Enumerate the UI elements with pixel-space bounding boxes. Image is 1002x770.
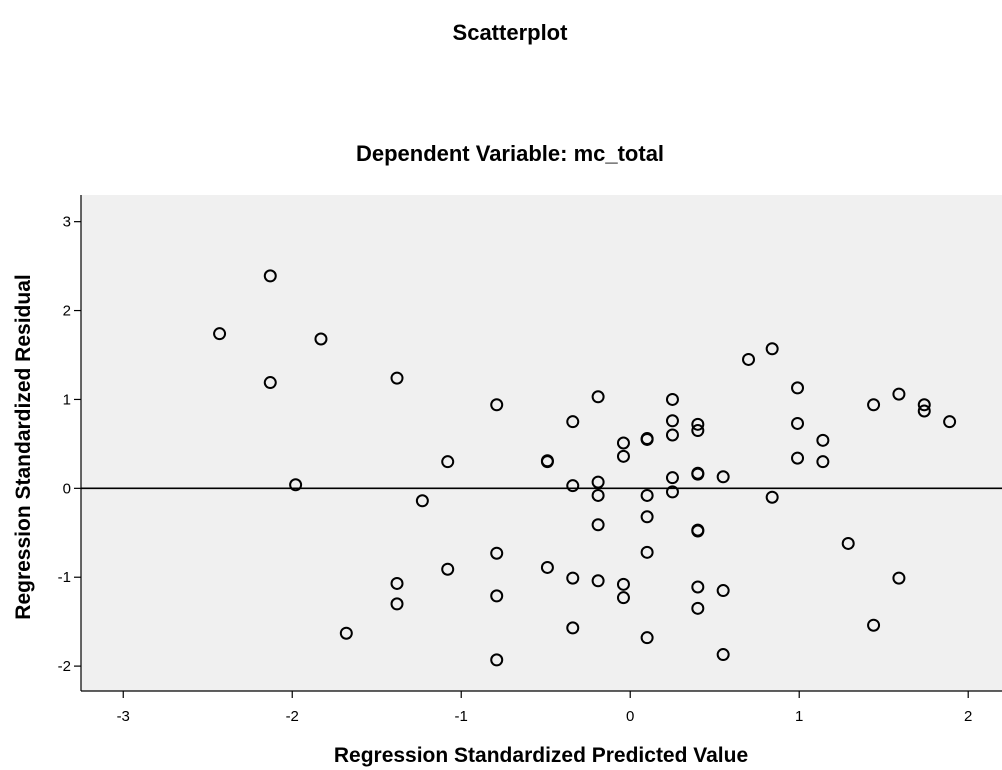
scatter-point [716, 470, 730, 484]
scatter-point [616, 591, 630, 605]
scatter-point [716, 584, 730, 598]
scatter-point [691, 601, 705, 615]
scatter-point [691, 524, 705, 538]
scatter-point [415, 494, 429, 508]
scatter-point [339, 626, 353, 640]
scatter-point [943, 415, 957, 429]
scatter-point [816, 433, 830, 447]
scatter-point [566, 479, 580, 493]
scatter-point [591, 390, 605, 404]
scatter-point [591, 475, 605, 489]
scatter-point [490, 653, 504, 667]
scatter-point [263, 376, 277, 390]
scatter-point [591, 518, 605, 532]
scatter-point [665, 485, 679, 499]
scatter-point [841, 536, 855, 550]
scatter-point [591, 488, 605, 502]
scatter-point [390, 597, 404, 611]
scatter-point [742, 352, 756, 366]
scatter-point [791, 416, 805, 430]
y-tick-label: 3 [63, 214, 71, 231]
scatter-point [892, 387, 906, 401]
y-tick-label: 1 [63, 391, 71, 408]
scatter-point [390, 371, 404, 385]
scatter-point [691, 467, 705, 481]
x-tick-label: -2 [286, 708, 299, 725]
scatter-point [665, 428, 679, 442]
scatter-point [289, 478, 303, 492]
scatter-point [665, 392, 679, 406]
scatter-point [591, 574, 605, 588]
scatter-point [490, 546, 504, 560]
scatter-point [640, 432, 654, 446]
x-axis-ticks: -3 -2 -1 0 1 2 [117, 691, 972, 725]
scatter-point [390, 576, 404, 590]
scatter-point [314, 332, 328, 346]
plot-area [81, 195, 1002, 691]
scatter-point [441, 562, 455, 576]
scatter-point [665, 414, 679, 428]
y-tick-label: 0 [63, 480, 71, 497]
y-tick-label: 2 [63, 303, 71, 320]
scatter-point [791, 451, 805, 465]
x-tick-label: -3 [117, 708, 130, 725]
scatter-point [892, 571, 906, 585]
scatter-point [691, 424, 705, 438]
scatter-point [765, 342, 779, 356]
scatter-point [691, 580, 705, 594]
scatter-point [640, 510, 654, 524]
y-tick-label: -2 [58, 658, 71, 675]
x-axis-title: Regression Standardized Predicted Value [334, 744, 748, 767]
scatter-points [213, 269, 957, 667]
scatter-point [540, 560, 554, 574]
scatter-point [490, 589, 504, 603]
scatter-point [917, 404, 931, 418]
scatter-point [867, 398, 881, 412]
scatter-point [490, 398, 504, 412]
scatter-point [640, 631, 654, 645]
x-tick-label: 2 [964, 708, 972, 725]
y-axis-ticks: -2 -1 0 1 2 3 [58, 214, 81, 675]
scatter-point [263, 269, 277, 283]
scatter-point [765, 490, 779, 504]
scatter-point [213, 327, 227, 341]
chart-title: Scatterplot [453, 20, 569, 45]
x-tick-label: 1 [795, 708, 803, 725]
scatter-point [640, 488, 654, 502]
scatter-point [640, 545, 654, 559]
chart-subtitle: Dependent Variable: mc_total [356, 141, 664, 166]
scatter-point [616, 449, 630, 463]
y-tick-label: -1 [58, 569, 71, 586]
x-tick-label: 0 [626, 708, 634, 725]
scatter-point [691, 417, 705, 431]
scatter-point [441, 455, 455, 469]
scatter-point [566, 415, 580, 429]
scatter-point [665, 471, 679, 485]
x-tick-label: -1 [455, 708, 468, 725]
scatter-point [540, 455, 554, 469]
scatter-point [566, 621, 580, 635]
scatter-point [616, 436, 630, 450]
scatter-point [816, 455, 830, 469]
y-axis-title: Regression Standardized Residual [12, 274, 35, 619]
scatter-point [566, 571, 580, 585]
scatter-point [716, 648, 730, 662]
scatter-point [917, 398, 931, 412]
scatter-point [791, 381, 805, 395]
scatter-point [867, 618, 881, 632]
scatter-point [616, 577, 630, 591]
